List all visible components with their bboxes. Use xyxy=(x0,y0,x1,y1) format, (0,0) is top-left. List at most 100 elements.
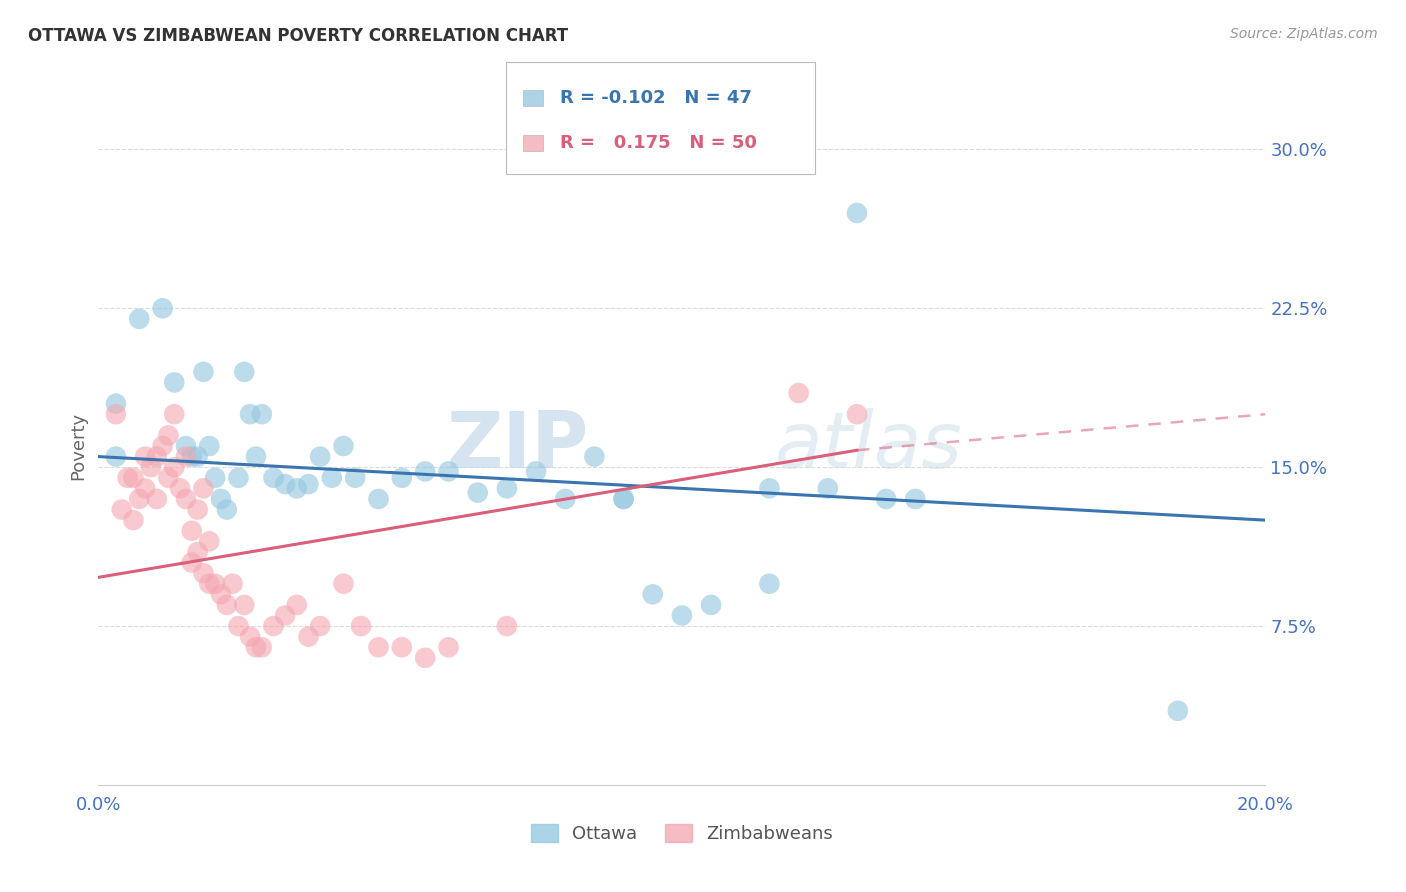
Point xyxy=(239,407,262,421)
Point xyxy=(128,312,150,326)
Point xyxy=(187,545,209,559)
Point xyxy=(193,566,215,581)
Point xyxy=(467,485,489,500)
Point xyxy=(671,608,693,623)
Point xyxy=(321,471,343,485)
Point xyxy=(187,502,209,516)
Point xyxy=(146,491,169,506)
Point xyxy=(239,630,262,644)
Point xyxy=(163,376,186,390)
Point xyxy=(817,482,839,496)
Point xyxy=(163,460,186,475)
Point xyxy=(875,491,897,506)
Point xyxy=(332,439,354,453)
Point xyxy=(117,471,139,485)
Point xyxy=(146,450,169,464)
Point xyxy=(758,576,780,591)
Legend: Ottawa, Zimbabweans: Ottawa, Zimbabweans xyxy=(523,817,841,850)
Point xyxy=(413,464,436,478)
Point xyxy=(187,450,209,464)
Point xyxy=(297,630,319,644)
Point xyxy=(297,477,319,491)
Point xyxy=(612,491,634,506)
Point xyxy=(641,587,664,601)
Point xyxy=(554,491,576,506)
Y-axis label: Poverty: Poverty xyxy=(69,412,87,480)
Point xyxy=(285,598,308,612)
Point xyxy=(157,471,180,485)
Point xyxy=(285,482,308,496)
Point xyxy=(367,491,389,506)
Point xyxy=(198,439,221,453)
Point xyxy=(198,534,221,549)
Point xyxy=(846,407,869,421)
Point xyxy=(612,491,634,506)
Point xyxy=(139,460,162,475)
Point xyxy=(128,491,150,506)
Point xyxy=(174,450,197,464)
Point xyxy=(104,450,127,464)
Point xyxy=(787,386,810,401)
Point xyxy=(193,365,215,379)
Point xyxy=(309,619,332,633)
Text: Source: ZipAtlas.com: Source: ZipAtlas.com xyxy=(1230,27,1378,41)
Point xyxy=(904,491,927,506)
Point xyxy=(250,640,273,655)
Point xyxy=(437,464,460,478)
Point xyxy=(209,491,232,506)
Point xyxy=(169,482,191,496)
Point xyxy=(846,206,869,220)
Point xyxy=(344,471,367,485)
Point xyxy=(309,450,332,464)
Text: ZIP: ZIP xyxy=(446,408,589,484)
Point xyxy=(122,513,145,527)
Text: atlas: atlas xyxy=(775,408,963,484)
Point xyxy=(193,482,215,496)
Point xyxy=(111,502,134,516)
Point xyxy=(152,439,174,453)
Point xyxy=(262,471,284,485)
Point xyxy=(332,576,354,591)
Point xyxy=(104,407,127,421)
Point xyxy=(391,640,413,655)
Point xyxy=(228,619,250,633)
Point xyxy=(215,502,238,516)
Point xyxy=(758,482,780,496)
Point xyxy=(209,587,232,601)
Point xyxy=(174,439,197,453)
Point xyxy=(174,491,197,506)
Text: R =   0.175   N = 50: R = 0.175 N = 50 xyxy=(560,134,756,152)
Point xyxy=(413,651,436,665)
Text: R = -0.102   N = 47: R = -0.102 N = 47 xyxy=(560,89,751,107)
Point xyxy=(245,640,267,655)
Point xyxy=(274,608,297,623)
Point xyxy=(367,640,389,655)
Point xyxy=(221,576,243,591)
Point xyxy=(204,576,226,591)
Point xyxy=(180,556,202,570)
Point xyxy=(104,396,127,410)
Point xyxy=(1167,704,1189,718)
Point xyxy=(134,450,156,464)
Point xyxy=(215,598,238,612)
Point xyxy=(496,619,519,633)
Point xyxy=(391,471,413,485)
Point xyxy=(583,450,606,464)
Point xyxy=(524,464,547,478)
Point xyxy=(157,428,180,442)
Point xyxy=(700,598,723,612)
Point xyxy=(233,365,256,379)
Point xyxy=(274,477,297,491)
Point xyxy=(496,482,519,496)
Point xyxy=(163,407,186,421)
Point xyxy=(180,450,202,464)
Point xyxy=(122,471,145,485)
Text: OTTAWA VS ZIMBABWEAN POVERTY CORRELATION CHART: OTTAWA VS ZIMBABWEAN POVERTY CORRELATION… xyxy=(28,27,568,45)
Point xyxy=(198,576,221,591)
Point xyxy=(350,619,373,633)
Point xyxy=(152,301,174,316)
Point xyxy=(134,482,156,496)
Point xyxy=(262,619,284,633)
Point xyxy=(204,471,226,485)
Point xyxy=(228,471,250,485)
